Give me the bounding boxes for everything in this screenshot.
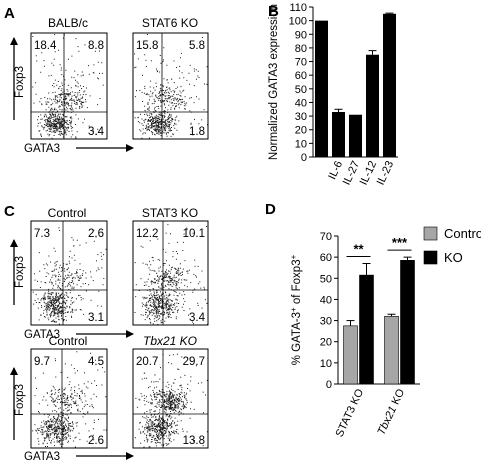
flow-plot-c-control-1-frame bbox=[30, 220, 108, 326]
flow-plot-c-tbx21-ko: 20.7 29.7 13.8 bbox=[132, 348, 209, 449]
panel-d-legend-swatch bbox=[423, 250, 438, 265]
panel-b-category-label: IL-23 bbox=[375, 159, 396, 187]
flow-plot-a-balbc: 18.4 8.8 3.4 bbox=[30, 32, 108, 140]
flow-plot-a-stat6-ko-frame bbox=[132, 32, 209, 140]
flow-plot-a-balbc-quadrant-lr: 3.4 bbox=[88, 126, 105, 138]
panel-d-legend-swatch bbox=[423, 226, 438, 241]
panel-d-y-tick-label: 0 bbox=[326, 379, 332, 391]
panel-b-y-axis-label: Normalized GATA3 expression bbox=[268, 4, 280, 160]
panel-d-y-tick-label: 10 bbox=[320, 358, 332, 370]
panel-c-plot4-title: Tbx21 KO bbox=[143, 334, 197, 348]
panel-d-legend-label: Control bbox=[444, 226, 481, 241]
flow-plot-c-tbx21-ko-events bbox=[134, 353, 208, 448]
flow-plot-c-tbx21-ko-quadrant-lr: 13.8 bbox=[183, 435, 205, 447]
flow-plot-c-control-1-quadrant-ur: 2.6 bbox=[88, 228, 104, 240]
flow-plot-c-stat3-ko-frame bbox=[132, 220, 209, 326]
panel-d-letter: D bbox=[265, 201, 276, 218]
panel-b-y-tick-label: 70 bbox=[295, 57, 307, 69]
flow-plot-c-stat3-ko-quadrant-ur: 10.1 bbox=[183, 228, 205, 240]
flow-plot-c-stat3-ko-quadrant-ul: 12.2 bbox=[136, 228, 158, 240]
panel-b-y-tick-label: 40 bbox=[295, 97, 307, 109]
panel-d-bar bbox=[384, 316, 399, 385]
panel-d-bar-chart: 0 10 20 30 40 50 60 70 ** STAT3 KO *** Tbx21 KO Cont… bbox=[320, 226, 481, 439]
flow-plot-a-stat6-ko-quadrant-ur: 5.8 bbox=[189, 40, 205, 52]
panel-d-category-label: STAT3 KO bbox=[334, 387, 367, 439]
flow-plot-c-stat3-ko-events bbox=[134, 224, 208, 325]
panel-d-category-label: Tbx21 KO bbox=[375, 387, 407, 437]
panel-c-letter: C bbox=[4, 203, 15, 220]
panel-b-y-tick-label: 50 bbox=[295, 84, 307, 96]
flow-plot-c-stat3-ko-quadrant-lr: 3.4 bbox=[189, 312, 206, 324]
flow-plot-c-control-1: 7.3 2.6 3.1 bbox=[30, 220, 108, 326]
panel-c-plot2-title: STAT3 KO bbox=[142, 206, 198, 220]
panel-c-plot1-title: Control bbox=[48, 206, 87, 220]
flow-plot-c-stat3-ko: 12.2 10.1 3.4 bbox=[132, 220, 209, 326]
panel-d-y-tick-label: 30 bbox=[320, 316, 332, 328]
panel-d-y-axis-label: % GATA-3+ of Foxp3+ bbox=[289, 254, 303, 365]
panel-a-letter: A bbox=[4, 5, 15, 22]
panel-b-y-tick-label: 110 bbox=[289, 2, 307, 14]
flow-plot-c-control-2-frame bbox=[30, 348, 108, 449]
flow-plot-a-balbc-frame bbox=[30, 32, 108, 140]
panel-d-bar bbox=[343, 325, 358, 385]
panel-d-y-tick-label: 60 bbox=[320, 252, 332, 264]
panel-b-y-tick-label: 20 bbox=[295, 125, 307, 137]
flow-plot-c-control-2-quadrant-ul: 9.7 bbox=[34, 356, 50, 368]
panel-c-plot3-title: Control bbox=[49, 334, 88, 348]
panel-a-y-axis-label: Foxp3 bbox=[14, 66, 26, 98]
panel-b-bar-chart: 0102030405060708090100110IL-6IL-27IL-12I… bbox=[289, 2, 398, 187]
flow-plot-c-control-1-events bbox=[32, 227, 107, 325]
panel-d-y-tick-label: 20 bbox=[320, 337, 332, 349]
panel-b-bar bbox=[366, 54, 379, 157]
panel-c-x-axis-label-top: GATA3 bbox=[24, 329, 60, 341]
panel-b-bar bbox=[349, 114, 362, 157]
panel-b-y-tick-label: 60 bbox=[295, 70, 307, 82]
panel-d-y-tick-label: 50 bbox=[320, 273, 332, 285]
flow-plot-a-stat6-ko-quadrant-ul: 15.8 bbox=[136, 40, 158, 52]
flow-plot-c-control-2: 9.7 4.5 2.6 bbox=[30, 348, 108, 449]
panel-b-y-tick-label: 90 bbox=[295, 29, 307, 41]
panel-b-y-tick-label: 10 bbox=[295, 138, 307, 150]
panel-d-legend: Control KO bbox=[423, 226, 481, 265]
flow-plot-c-stat3-ko-dots bbox=[134, 224, 208, 325]
panel-a-plot2-title: STAT6 KO bbox=[142, 16, 198, 30]
flow-plot-a-stat6-ko: 15.8 5.8 1.8 bbox=[132, 32, 209, 140]
panel-b-letter: B bbox=[268, 3, 279, 20]
panel-c-y-axis-label-bottom: Foxp3 bbox=[14, 384, 26, 416]
panel-d-significance-stars: ** bbox=[353, 241, 364, 256]
panel-b-y-tick-label: 80 bbox=[295, 43, 307, 55]
flow-plot-c-control-2-quadrant-lr: 2.6 bbox=[88, 435, 104, 447]
panel-d-bar bbox=[400, 260, 415, 385]
flow-plot-c-control-1-quadrant-ul: 7.3 bbox=[34, 228, 50, 240]
flow-plot-a-balbc-quadrant-ul: 18.4 bbox=[34, 40, 57, 52]
panel-b-y-tick-label: 0 bbox=[301, 152, 307, 164]
panel-a-plot1-title: BALB/c bbox=[48, 16, 88, 30]
flow-plot-c-tbx21-ko-dots bbox=[134, 353, 208, 448]
panel-a-x-axis-label: GATA3 bbox=[24, 143, 60, 155]
panel-b-bar bbox=[315, 20, 328, 157]
flow-plot-c-tbx21-ko-quadrant-ur: 29.7 bbox=[183, 356, 205, 368]
panel-b-y-tick-label: 100 bbox=[289, 16, 307, 28]
panel-d-bar bbox=[359, 274, 374, 385]
flow-plot-a-balbc-quadrant-ur: 8.8 bbox=[88, 40, 104, 52]
panel-d-significance-stars: *** bbox=[392, 235, 408, 250]
flow-plot-c-tbx21-ko-frame bbox=[132, 348, 209, 449]
flow-plot-c-control-1-quadrant-lr: 3.1 bbox=[88, 312, 104, 324]
panel-b-bar bbox=[332, 112, 345, 157]
flow-plot-c-control-1-dots bbox=[32, 227, 107, 325]
flow-plot-c-control-2-quadrant-ur: 4.5 bbox=[88, 356, 104, 368]
panel-b-y-tick-label: 30 bbox=[295, 111, 307, 123]
panel-d-y-tick-label: 40 bbox=[320, 294, 332, 306]
panel-c-y-axis-label-top: Foxp3 bbox=[14, 256, 26, 288]
panel-c-x-axis-label-bottom: GATA3 bbox=[24, 451, 60, 463]
panel-d-legend-label: KO bbox=[444, 250, 463, 265]
panel-b-bar bbox=[383, 13, 396, 158]
flow-plot-a-stat6-ko-quadrant-lr: 1.8 bbox=[189, 126, 205, 138]
panel-d-y-tick-label: 70 bbox=[320, 231, 332, 243]
flow-plot-c-tbx21-ko-quadrant-ul: 20.7 bbox=[136, 356, 158, 368]
